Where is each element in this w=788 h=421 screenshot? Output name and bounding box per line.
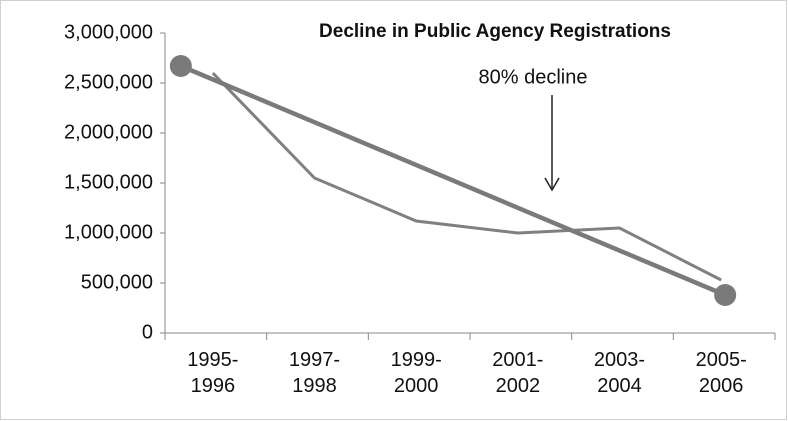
- x-tick-label: 1999-2000: [390, 349, 442, 397]
- x-tick-label: 1997-1998: [288, 349, 341, 397]
- trend-end-marker: [714, 284, 737, 306]
- x-tick-label: 2001-2002: [492, 349, 544, 397]
- y-tick-label: 0: [142, 321, 153, 343]
- data-line: [211, 71, 722, 282]
- annotation: 80% decline: [479, 66, 588, 88]
- trend-start-marker: [169, 55, 192, 77]
- trend-line: [179, 63, 727, 298]
- x-tick-label: 1995-1996: [187, 349, 239, 397]
- y-tick-label: 1,500,000: [64, 171, 153, 193]
- x-tick-label: 2003-2004: [593, 349, 646, 397]
- y-tick-label: 2,500,000: [64, 71, 153, 93]
- y-tick-label: 3,000,000: [64, 21, 153, 43]
- x-tick-label: 2005-2006: [695, 349, 747, 397]
- y-tick-label: 500,000: [81, 271, 153, 293]
- chart-title: Decline in Public Agency Registrations: [319, 21, 671, 42]
- annotation-arrowhead: [544, 177, 560, 192]
- y-tick-label: 1,000,000: [64, 221, 153, 243]
- y-tick-label: 2,000,000: [64, 121, 153, 143]
